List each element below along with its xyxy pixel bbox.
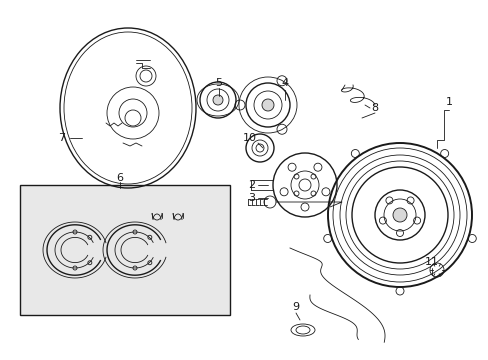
Text: 8: 8 xyxy=(371,103,378,113)
Circle shape xyxy=(213,95,223,105)
Text: 5: 5 xyxy=(215,78,222,88)
Bar xyxy=(20,185,229,315)
Text: 10: 10 xyxy=(243,133,257,143)
Text: 3: 3 xyxy=(248,193,255,203)
Bar xyxy=(20,185,229,315)
Text: 6: 6 xyxy=(116,173,123,183)
Text: 1: 1 xyxy=(445,97,451,107)
Circle shape xyxy=(392,208,406,222)
Circle shape xyxy=(262,99,273,111)
Text: 2: 2 xyxy=(248,180,255,190)
Text: 7: 7 xyxy=(59,133,65,143)
Text: 9: 9 xyxy=(292,302,299,312)
Text: 11: 11 xyxy=(424,257,438,267)
Text: 4: 4 xyxy=(281,78,288,88)
